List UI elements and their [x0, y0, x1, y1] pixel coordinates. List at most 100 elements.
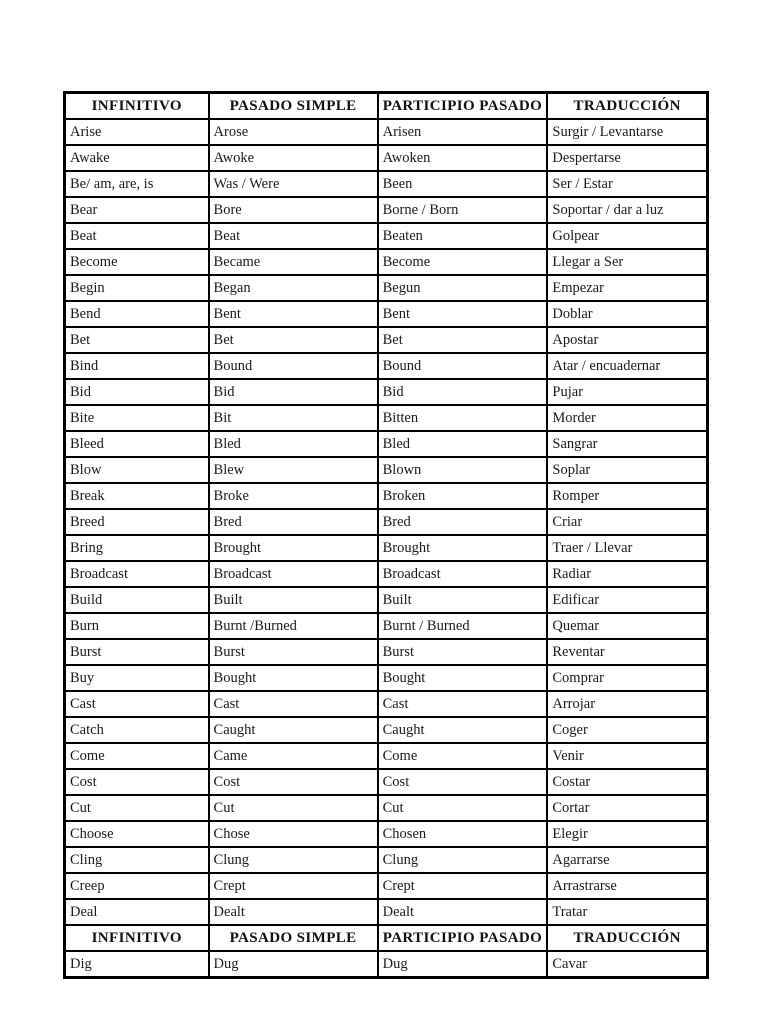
- table-cell: Doblar: [546, 300, 709, 328]
- table-cell: Broadcast: [63, 560, 210, 588]
- table-row: Burst Burst Burst Reventar: [63, 638, 709, 666]
- table-row: Creep Crept Crept Arrastrarse: [63, 872, 709, 900]
- table-row: Bite Bit Bitten Morder: [63, 404, 709, 432]
- table-row: Come Came Come Venir: [63, 742, 709, 770]
- table-cell: Morder: [546, 404, 709, 432]
- table-cell: Bear: [63, 196, 210, 224]
- table-cell: Awoken: [376, 144, 549, 172]
- table-cell: Arisen: [376, 118, 549, 146]
- column-header: TRADUCCIÓN: [546, 91, 709, 120]
- table-row: Begin Began Begun Empezar: [63, 274, 709, 302]
- table-cell: Cast: [376, 690, 549, 718]
- table-cell: Atar / encuadernar: [546, 352, 709, 380]
- table-cell: Built: [376, 586, 549, 614]
- table-cell: Dug: [376, 950, 549, 979]
- table-cell: Come: [63, 742, 210, 770]
- table-row: Bend Bent Bent Doblar: [63, 300, 709, 328]
- table-cell: Elegir: [546, 820, 709, 848]
- table-cell: Dug: [207, 950, 379, 979]
- table-cell: Edificar: [546, 586, 709, 614]
- table-cell: Broadcast: [376, 560, 549, 588]
- column-header: TRADUCCIÓN: [546, 924, 709, 952]
- column-header: PARTICIPIO PASADO: [376, 924, 549, 952]
- table-cell: Became: [207, 248, 379, 276]
- table-cell: Begun: [376, 274, 549, 302]
- table-cell: Broadcast: [207, 560, 379, 588]
- table-cell: Choose: [63, 820, 210, 848]
- table-cell: Despertarse: [546, 144, 709, 172]
- table-row: Burn Burnt /Burned Burnt / Burned Quemar: [63, 612, 709, 640]
- table-cell: Bid: [63, 378, 210, 406]
- table-cell: Dig: [63, 950, 210, 979]
- table-cell: Llegar a Ser: [546, 248, 709, 276]
- table-cell: Clung: [207, 846, 379, 874]
- table-cell: Arise: [63, 118, 210, 146]
- table-row: Beat Beat Beaten Golpear: [63, 222, 709, 250]
- irregular-verbs-table: INFINITIVO PASADO SIMPLE PARTICIPIO PASADO…: [63, 91, 709, 979]
- table-cell: Caught: [207, 716, 379, 744]
- table-cell: Burst: [207, 638, 379, 666]
- table-cell: Brought: [207, 534, 379, 562]
- table-cell: Cut: [207, 794, 379, 822]
- table-cell: Tratar: [546, 898, 709, 926]
- column-header: PARTICIPIO PASADO: [376, 91, 549, 120]
- table-row: Deal Dealt Dealt Tratar: [63, 898, 709, 926]
- table-cell: Brought: [376, 534, 549, 562]
- table-cell: Become: [376, 248, 549, 276]
- table-cell: Burnt / Burned: [376, 612, 549, 640]
- table-header-row: INFINITIVO PASADO SIMPLE PARTICIPIO PASADO…: [63, 924, 709, 952]
- table-cell: Be/ am, are, is: [63, 170, 210, 198]
- table-cell: Bind: [63, 352, 210, 380]
- table-cell: Arrojar: [546, 690, 709, 718]
- table-row: Build Built Built Edificar: [63, 586, 709, 614]
- table-cell: Crept: [207, 872, 379, 900]
- table-row: Catch Caught Caught Coger: [63, 716, 709, 744]
- table-cell: Criar: [546, 508, 709, 536]
- table-cell: Cortar: [546, 794, 709, 822]
- table-cell: Bet: [63, 326, 210, 354]
- table-cell: Cast: [63, 690, 210, 718]
- table-row: Blow Blew Blown Soplar: [63, 456, 709, 484]
- table-cell: Cast: [207, 690, 379, 718]
- table-cell: Chosen: [376, 820, 549, 848]
- table-cell: Burst: [63, 638, 210, 666]
- table-cell: Buy: [63, 664, 210, 692]
- table-row: Bleed Bled Bled Sangrar: [63, 430, 709, 458]
- table-row: Cling Clung Clung Agarrarse: [63, 846, 709, 874]
- table-cell: Break: [63, 482, 210, 510]
- table-cell: Bet: [376, 326, 549, 354]
- column-header: PASADO SIMPLE: [207, 924, 379, 952]
- table-cell: Catch: [63, 716, 210, 744]
- table-row: Broadcast Broadcast Broadcast Radiar: [63, 560, 709, 588]
- table-cell: Crept: [376, 872, 549, 900]
- table-cell: Bled: [376, 430, 549, 458]
- table-cell: Bled: [207, 430, 379, 458]
- table-cell: Bound: [376, 352, 549, 380]
- table-cell: Bend: [63, 300, 210, 328]
- table-cell: Bent: [207, 300, 379, 328]
- table-cell: Bred: [376, 508, 549, 536]
- table-cell: Bought: [207, 664, 379, 692]
- table-cell: Dealt: [376, 898, 549, 926]
- table-cell: Clung: [376, 846, 549, 874]
- table-cell: Ser / Estar: [546, 170, 709, 198]
- table-cell: Bought: [376, 664, 549, 692]
- table-cell: Comprar: [546, 664, 709, 692]
- table-cell: Quemar: [546, 612, 709, 640]
- table-cell: Bid: [376, 378, 549, 406]
- table-cell: Awoke: [207, 144, 379, 172]
- table-cell: Sangrar: [546, 430, 709, 458]
- table-cell: Surgir / Levantarse: [546, 118, 709, 146]
- table-cell: Burnt /Burned: [207, 612, 379, 640]
- table-row: Bind Bound Bound Atar / encuadernar: [63, 352, 709, 380]
- table-row: Choose Chose Chosen Elegir: [63, 820, 709, 848]
- table-row: Become Became Become Llegar a Ser: [63, 248, 709, 276]
- table-cell: Soportar / dar a luz: [546, 196, 709, 224]
- table-cell: Bitten: [376, 404, 549, 432]
- table-cell: Arrastrarse: [546, 872, 709, 900]
- table-cell: Venir: [546, 742, 709, 770]
- table-row: Cast Cast Cast Arrojar: [63, 690, 709, 718]
- table-cell: Coger: [546, 716, 709, 744]
- table-cell: Been: [376, 170, 549, 198]
